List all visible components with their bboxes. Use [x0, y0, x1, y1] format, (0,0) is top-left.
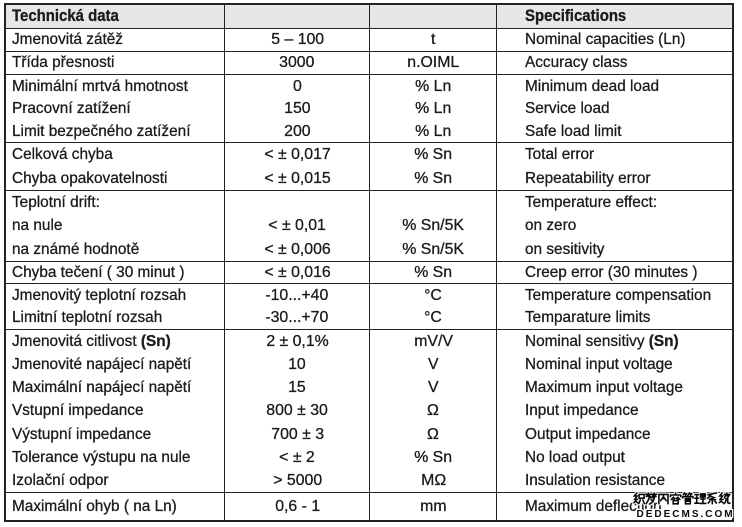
svg-text:DEDECMS.COM: DEDECMS.COM [637, 509, 735, 520]
